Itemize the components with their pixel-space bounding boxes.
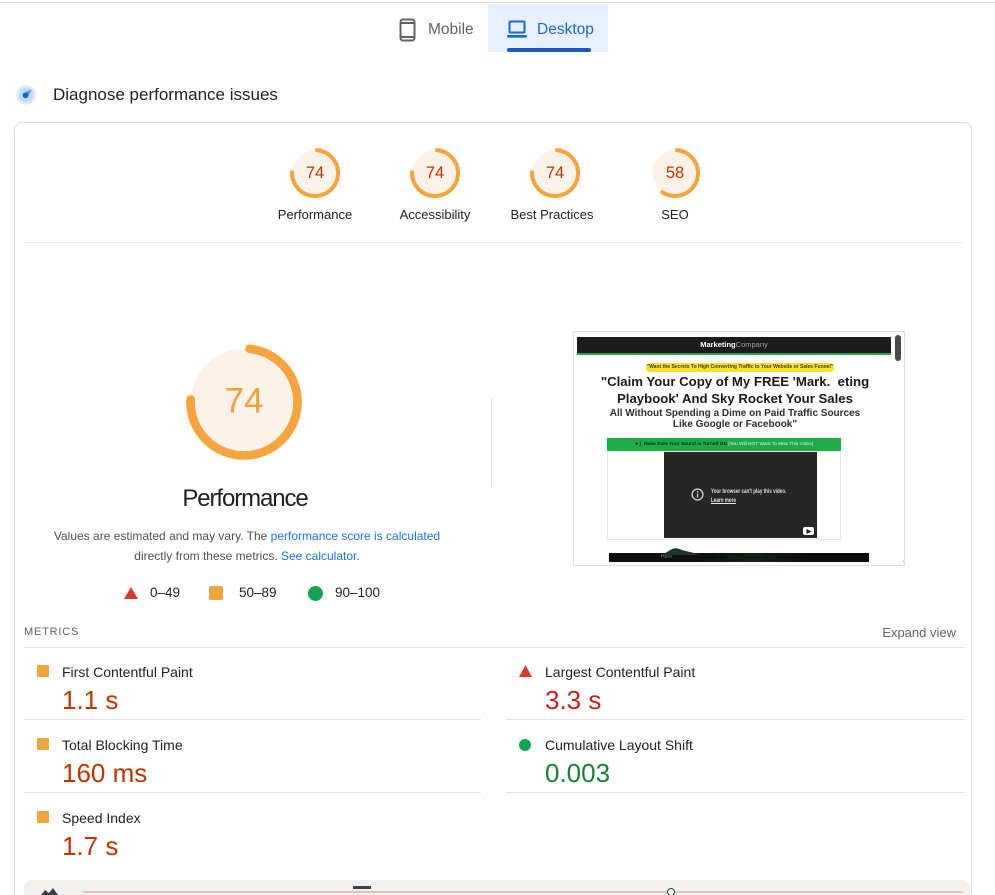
- svg-text:74: 74: [426, 164, 444, 182]
- svg-text:58: 58: [666, 164, 684, 182]
- svg-text:74: 74: [225, 382, 264, 421]
- svg-text:74: 74: [546, 164, 564, 182]
- svg-text:74: 74: [306, 164, 324, 182]
